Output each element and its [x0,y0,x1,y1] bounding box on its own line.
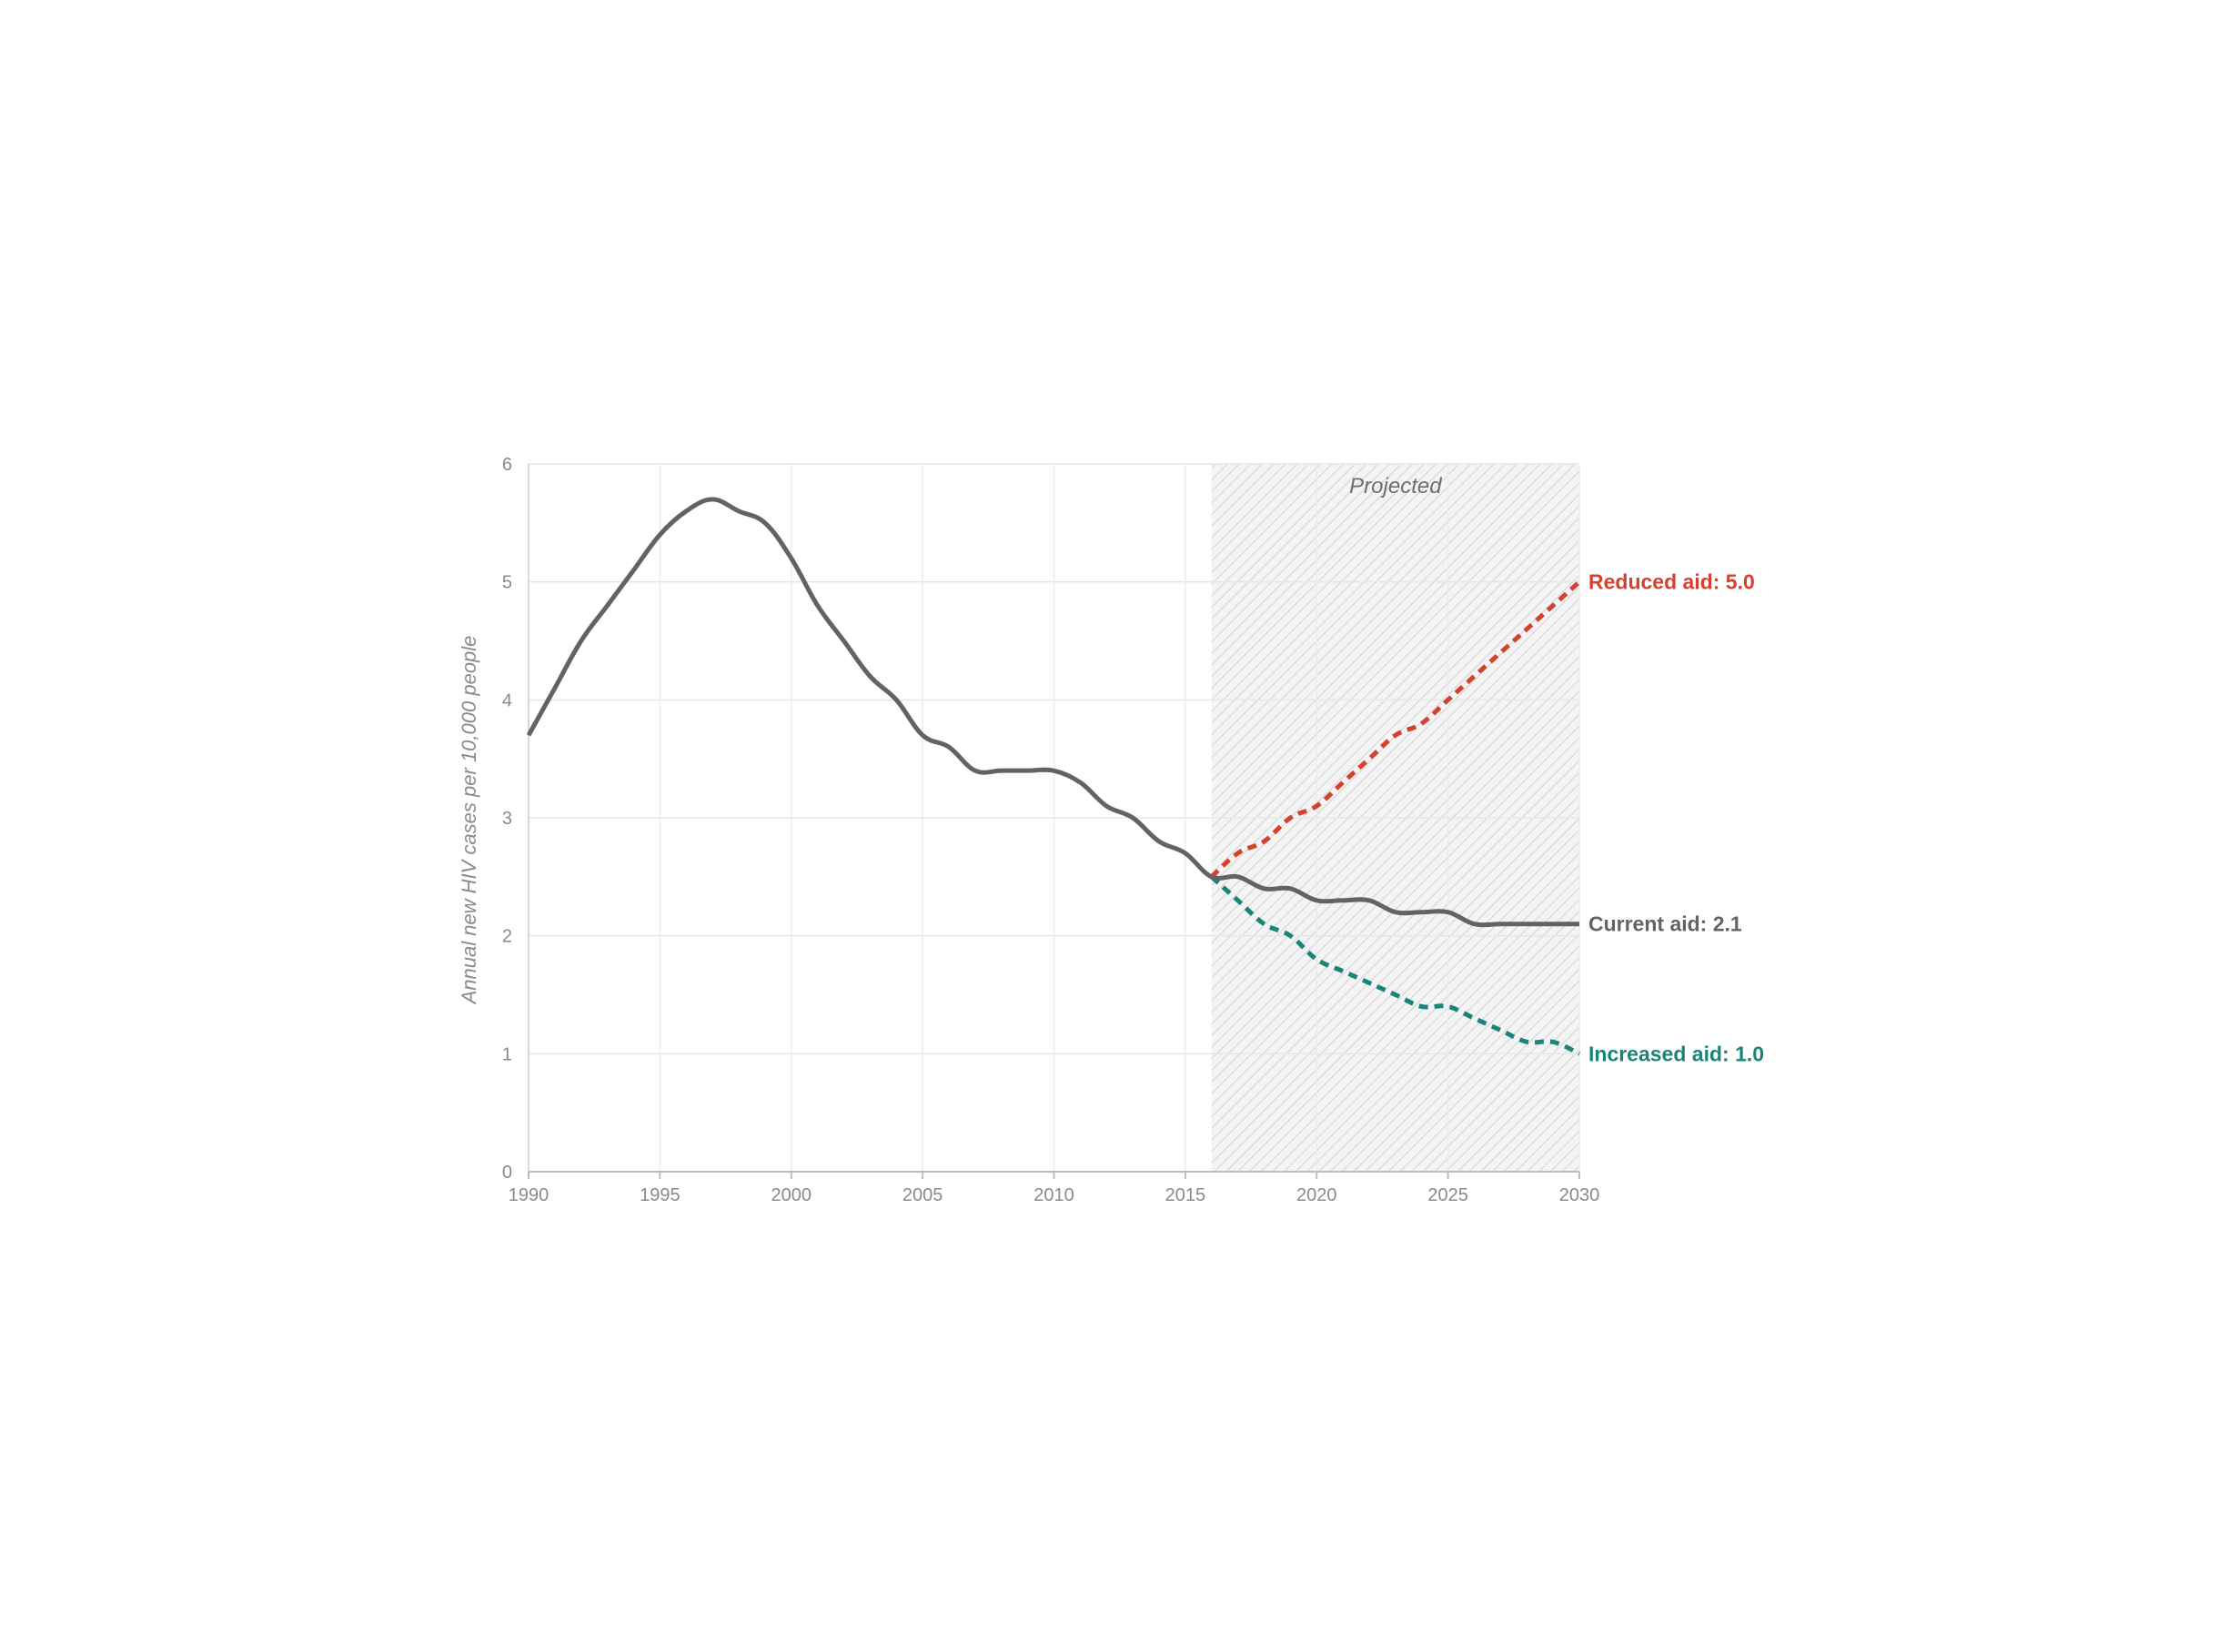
x-tick-label: 1995 [640,1185,681,1205]
series-line-increased-aid [1210,874,1581,1056]
y-axis-label: Annual new HIV cases per 10,000 people [458,636,480,1006]
y-tick-label: 2 [502,927,512,947]
x-tick-label: 2025 [1427,1185,1468,1205]
y-tick-label: 1 [502,1044,512,1064]
projected-region-label: Projected [1349,474,1442,499]
series-label-reduced-aid: Reduced aid: 5.0 [1588,570,1755,594]
series-label-increased-aid: Increased aid: 1.0 [1588,1042,1764,1065]
x-tick-label: 1990 [509,1185,549,1205]
y-tick-label: 4 [502,690,512,710]
series-label-current-aid: Current aid: 2.1 [1588,912,1742,936]
x-tick-label: 2020 [1296,1185,1337,1205]
x-tick-label: 2030 [1559,1185,1600,1205]
series-line-current-aid [526,497,1579,928]
series-line-reduced-aid [1210,579,1581,879]
x-tick-label: 2000 [771,1185,812,1205]
y-tick-label: 5 [502,573,512,593]
y-tick-label: 0 [502,1163,512,1183]
y-tick-label: 6 [502,455,512,475]
y-tick-label: 3 [502,809,512,829]
x-tick-label: 2015 [1165,1185,1206,1205]
x-tick-label: 2010 [1033,1185,1074,1205]
x-tick-label: 2005 [902,1185,943,1205]
